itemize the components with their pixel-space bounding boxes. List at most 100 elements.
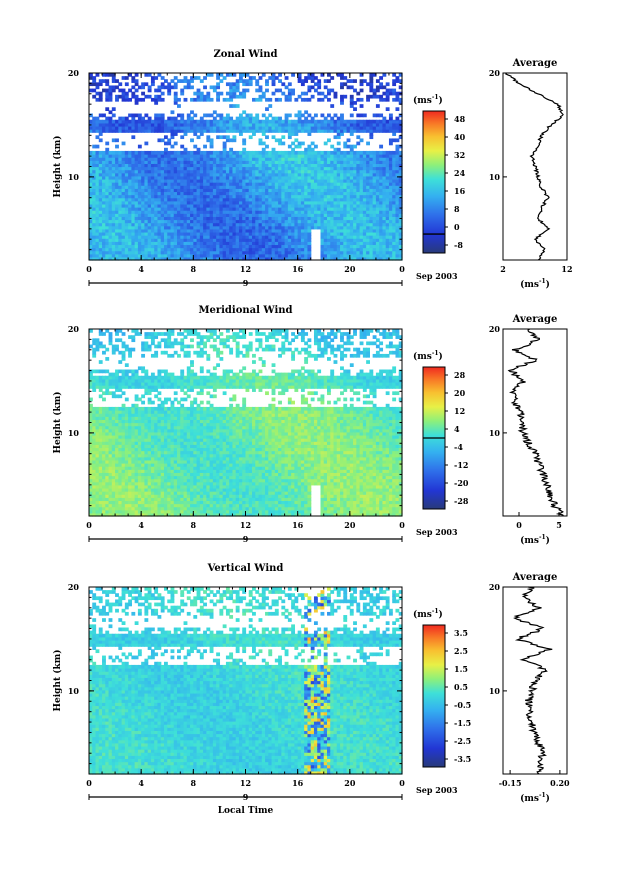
heatmap-cell xyxy=(229,207,234,211)
heatmap-cell xyxy=(141,213,146,217)
heatmap-cell xyxy=(235,154,240,158)
heatmap-cell xyxy=(137,207,142,211)
heatmap-cell xyxy=(242,116,247,121)
heatmap-cell xyxy=(225,235,230,239)
heatmap-cell xyxy=(177,113,181,118)
heatmap-cell xyxy=(229,241,234,246)
heatmap-cell xyxy=(196,194,201,199)
heatmap-cell xyxy=(193,207,198,211)
heatmap-cell xyxy=(111,85,116,90)
heatmap-cell xyxy=(219,231,224,236)
heatmap-cell xyxy=(154,116,159,121)
heatmap-cell xyxy=(98,175,103,180)
heatmap-cell xyxy=(222,219,227,224)
heatmap-cell xyxy=(154,129,159,133)
heatmap-cell xyxy=(108,225,113,230)
heatmap-cell xyxy=(137,188,142,193)
heatmap-cell xyxy=(235,79,240,83)
heatmap-cell xyxy=(131,253,136,258)
heatmap-cell xyxy=(330,76,335,80)
heatmap-cell xyxy=(118,175,123,180)
heatmap-cell xyxy=(216,231,221,236)
heatmap-cell xyxy=(102,113,106,118)
heatmap-cell xyxy=(98,207,103,211)
heatmap-cell xyxy=(190,160,194,164)
heatmap-cell xyxy=(193,182,198,186)
heatmap-cell xyxy=(216,97,221,102)
heatmap-cell xyxy=(232,85,237,90)
heatmap-cell xyxy=(388,113,393,118)
heatmap-cell xyxy=(212,85,217,90)
heatmap-cell xyxy=(212,178,217,183)
heatmap-cell xyxy=(193,178,198,183)
heatmap-cell xyxy=(212,197,217,202)
heatmap-cell xyxy=(98,194,103,199)
heatmap-cell xyxy=(238,241,243,246)
heatmap-cell xyxy=(118,178,123,183)
heatmap-cell xyxy=(219,247,224,252)
heatmap-cell xyxy=(131,235,136,239)
heatmap-cell xyxy=(209,144,214,149)
heatmap-cell xyxy=(147,185,152,189)
heatmap-cell xyxy=(216,73,221,77)
heatmap-cell xyxy=(186,225,191,230)
heatmap-cell xyxy=(206,135,211,140)
heatmap-cell xyxy=(134,88,139,93)
heatmap-cell xyxy=(141,91,146,96)
heatmap-cell xyxy=(203,219,207,224)
heatmap-cell xyxy=(137,222,142,227)
heatmap-cell xyxy=(203,76,207,80)
heatmap-cell xyxy=(209,178,214,183)
heatmap-cell xyxy=(238,200,243,205)
heatmap-cell xyxy=(163,125,168,130)
heatmap-cell xyxy=(216,250,221,255)
heatmap-cell xyxy=(196,150,201,155)
heatmap-cell xyxy=(235,157,240,161)
heatmap-cell xyxy=(193,166,198,171)
heatmap-cell xyxy=(95,125,100,130)
heatmap-cell xyxy=(216,191,221,196)
heatmap-cell xyxy=(118,116,123,121)
heatmap-cell xyxy=(170,203,175,208)
heatmap-cell xyxy=(212,185,217,189)
heatmap-cell xyxy=(95,191,100,196)
heatmap-cell xyxy=(193,129,198,133)
heatmap-cell xyxy=(216,119,221,124)
heatmap-cell xyxy=(131,150,136,155)
heatmap-cell xyxy=(141,122,146,127)
heatmap-cell xyxy=(173,175,178,180)
heatmap-cell xyxy=(219,244,224,249)
heatmap-cell xyxy=(157,88,162,93)
heatmap-cell xyxy=(229,244,234,249)
heatmap-cell xyxy=(167,231,172,236)
heatmap-cell xyxy=(111,182,116,186)
heatmap-cell xyxy=(190,194,194,199)
heatmap-cell xyxy=(115,225,119,230)
heatmap-cell xyxy=(238,210,243,214)
heatmap-cell xyxy=(92,200,97,205)
heatmap-cell xyxy=(115,213,119,217)
heatmap-cell xyxy=(235,188,240,193)
heatmap-cell xyxy=(212,250,217,255)
heatmap-cell xyxy=(219,125,224,130)
heatmap-cell xyxy=(232,150,237,155)
heatmap-cell xyxy=(137,154,142,158)
heatmap-cell xyxy=(180,222,185,227)
heatmap-cell xyxy=(157,182,162,186)
heatmap-cell xyxy=(160,250,165,255)
heatmap-cell xyxy=(203,225,207,230)
heatmap-cell xyxy=(111,244,116,249)
heatmap-cell xyxy=(134,150,139,155)
heatmap-cell xyxy=(134,122,139,127)
heatmap-cell xyxy=(219,253,224,258)
heatmap-cell xyxy=(92,194,97,199)
heatmap-cell xyxy=(173,210,178,214)
heatmap-cell xyxy=(150,129,155,133)
heatmap-cell xyxy=(180,79,185,83)
heatmap-cell xyxy=(177,119,181,124)
heatmap-cell xyxy=(121,250,126,255)
heatmap-cell xyxy=(180,219,185,224)
heatmap-cell xyxy=(225,116,230,121)
heatmap-cell xyxy=(118,256,123,261)
heatmap-cell xyxy=(108,185,113,189)
